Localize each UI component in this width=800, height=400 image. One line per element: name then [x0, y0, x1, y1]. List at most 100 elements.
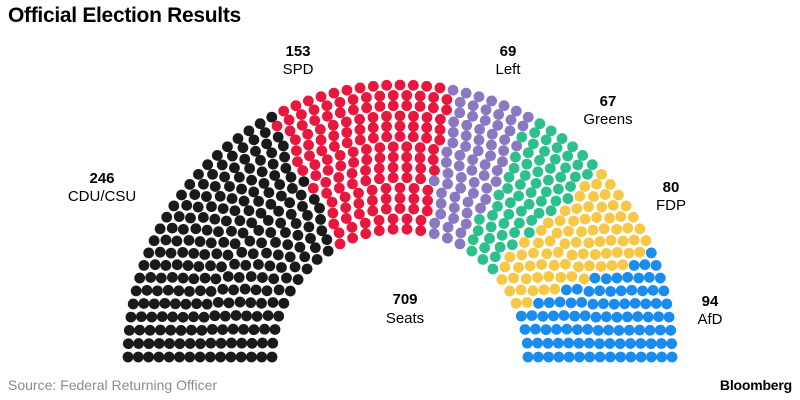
seat-left [467, 100, 479, 112]
seat-left [447, 137, 459, 149]
seat-cdu-csu [188, 247, 200, 259]
seat-spd [347, 146, 359, 158]
seat-cdu-csu [322, 245, 334, 257]
seat-left [460, 87, 472, 99]
seat-afd [628, 260, 640, 271]
seat-greens [494, 241, 506, 253]
seat-spd [341, 137, 353, 149]
seat-afd [526, 310, 538, 321]
seat-left [460, 218, 472, 230]
seat-count-afd: 94 [701, 293, 719, 310]
seat-fdp [634, 223, 646, 235]
seat-cdu-csu [154, 223, 166, 235]
seat-cdu-csu [201, 224, 213, 236]
seat-cdu-csu [184, 351, 196, 363]
seat-cdu-csu [177, 272, 189, 284]
seat-spd [367, 205, 379, 217]
seat-cdu-csu [279, 151, 290, 163]
seat-left [490, 176, 502, 188]
seat-cdu-csu [198, 178, 209, 190]
seat-spd [374, 100, 386, 112]
seat-left [442, 178, 453, 190]
seat-cdu-csu [269, 170, 281, 181]
seat-spd [401, 172, 413, 184]
seat-greens [487, 263, 499, 275]
seat-afd [561, 323, 573, 335]
seat-afd [574, 351, 585, 363]
seat-cdu-csu [256, 237, 267, 249]
seat-greens [534, 154, 545, 166]
seat-cdu-csu [314, 202, 325, 214]
seat-spd [361, 154, 373, 166]
seat-spd [326, 196, 338, 208]
seat-cdu-csu [321, 234, 333, 246]
seat-spd [271, 120, 283, 132]
seat-cdu-csu [159, 297, 171, 309]
seat-cdu-csu [149, 259, 161, 271]
seat-afd [598, 298, 609, 310]
seat-fdp [587, 224, 599, 236]
seat-left [455, 172, 467, 183]
seat-afd [558, 310, 570, 321]
seat-fdp [606, 260, 618, 271]
seat-spd [434, 113, 446, 125]
seat-spd [414, 90, 426, 102]
seat-afd [590, 311, 602, 323]
seat-fdp [596, 201, 608, 213]
seat-left [436, 187, 447, 199]
seat-cdu-csu [136, 311, 147, 323]
seat-cdu-csu [302, 210, 313, 221]
seat-spd [394, 203, 406, 214]
seat-spd [354, 134, 366, 146]
seat-cdu-csu [261, 285, 273, 297]
seat-spd [353, 208, 365, 220]
seat-fdp [622, 222, 634, 234]
seat-cdu-csu [184, 285, 195, 297]
seat-fdp [555, 271, 567, 283]
seat-spd [353, 198, 365, 209]
seat-left [498, 145, 510, 157]
seat-fdp [598, 223, 610, 235]
seat-cdu-csu [177, 223, 189, 235]
seat-afd [603, 324, 614, 336]
seat-spd [303, 139, 314, 151]
seat-cdu-csu [122, 338, 134, 350]
seat-spd [422, 195, 433, 206]
seat-spd [334, 96, 346, 108]
seat-cdu-csu [230, 310, 242, 321]
seat-afd [587, 298, 599, 310]
seat-greens [532, 166, 544, 178]
seat-spd [309, 159, 321, 171]
seat-spd [328, 141, 340, 152]
seat-spd [321, 100, 333, 112]
seat-cdu-csu [262, 215, 274, 226]
seat-cdu-csu [206, 201, 217, 213]
seat-afd [522, 351, 534, 363]
seat-cdu-csu [250, 145, 261, 157]
seat-cdu-csu [257, 272, 268, 283]
seat-cdu-csu [229, 205, 241, 217]
seat-greens [523, 227, 535, 238]
seat-afd [583, 337, 595, 349]
seat-afd [554, 296, 566, 308]
seat-greens [527, 138, 539, 150]
seat-left [448, 116, 460, 128]
seat-cdu-csu [123, 324, 135, 336]
seat-cdu-csu [297, 200, 308, 212]
seat-left [466, 164, 478, 176]
seat-spd [335, 160, 347, 172]
seat-afd [604, 351, 616, 363]
seat-greens [521, 158, 533, 170]
seat-spd [354, 113, 366, 125]
seat-afd [611, 272, 623, 284]
seat-cdu-csu [247, 248, 259, 260]
seat-cdu-csu [264, 260, 276, 272]
seat-afd [654, 272, 666, 284]
seat-spd [394, 110, 406, 122]
seat-spd [354, 82, 366, 94]
seat-cdu-csu [196, 324, 208, 336]
seat-afd [576, 296, 588, 308]
seat-afd [537, 310, 549, 322]
seat-spd [387, 151, 399, 163]
seat-left [480, 193, 492, 205]
